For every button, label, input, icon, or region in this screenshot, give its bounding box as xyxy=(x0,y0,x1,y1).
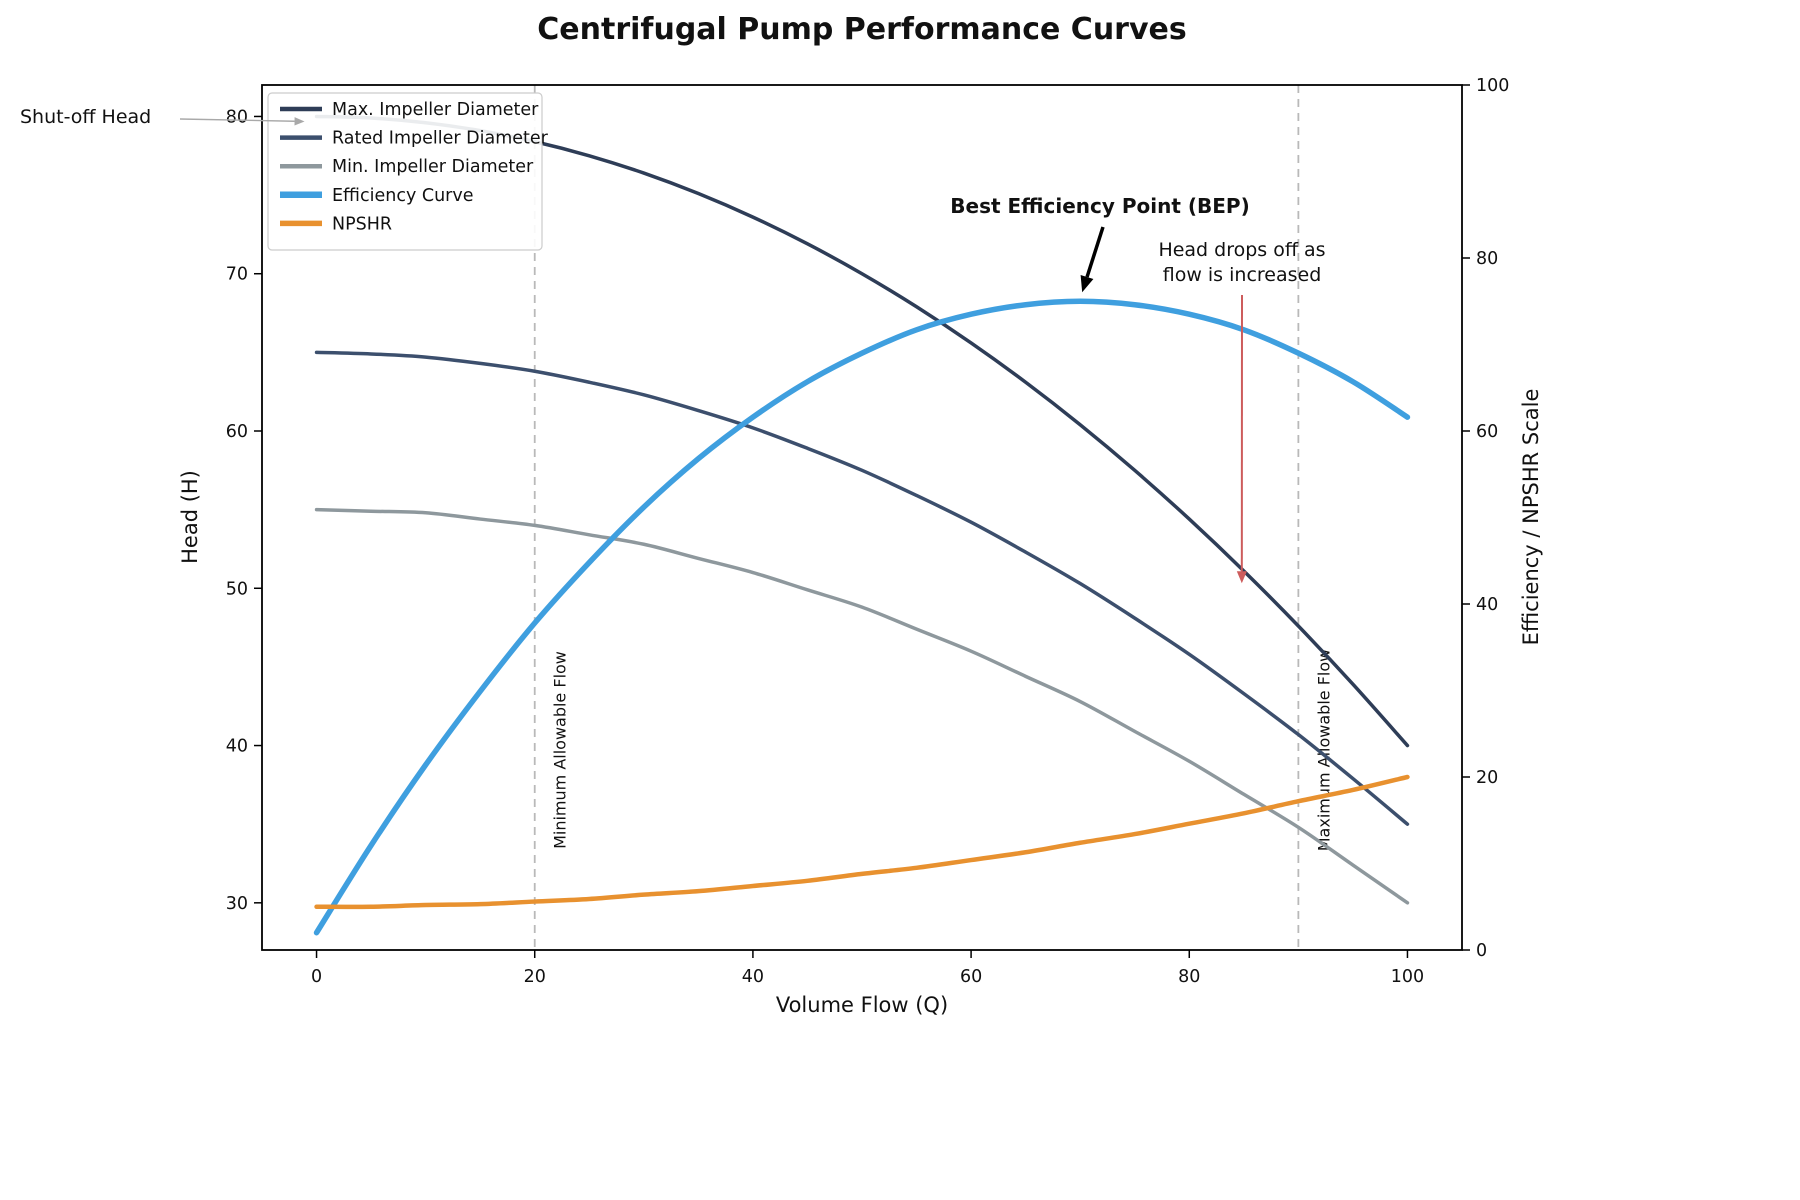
x-tick-label: 40 xyxy=(742,967,764,987)
allowable-flow-label: Minimum Allowable Flow xyxy=(551,651,570,849)
y-left-tick-label: 70 xyxy=(226,265,248,285)
x-tick-label: 60 xyxy=(960,967,982,987)
series-curve-4 xyxy=(314,774,1410,910)
y-left-tick-label: 40 xyxy=(226,737,248,757)
y-left-tick-label: 60 xyxy=(226,422,248,442)
bep-arrow-shaft xyxy=(1085,226,1105,278)
series-curve-3 xyxy=(313,298,1411,936)
legend-box xyxy=(267,92,543,251)
y-right-tick-label: 0 xyxy=(1476,941,1487,961)
x-tick-label: 100 xyxy=(1391,967,1424,987)
y-right-tick-label: 40 xyxy=(1476,595,1498,615)
x-tick-label: 80 xyxy=(1178,967,1200,987)
y-right-axis-label: Efficiency / NPSHR Scale xyxy=(1519,389,1543,646)
shutoff-head-label: Shut-off Head xyxy=(20,106,151,128)
y-left-tick-label: 50 xyxy=(226,579,248,599)
legend-label-3: Efficiency Curve xyxy=(332,186,474,206)
chart-title: Centrifugal Pump Performance Curves xyxy=(537,12,1187,47)
legend-label-1: Rated Impeller Diameter xyxy=(332,129,549,149)
series-curve-2 xyxy=(314,507,1410,905)
y-right-tick-label: 80 xyxy=(1476,249,1498,269)
shutoff-head-arrow-shaft xyxy=(179,118,295,122)
x-axis-label: Volume Flow (Q) xyxy=(776,993,948,1017)
plot-border xyxy=(261,84,1463,951)
y-right-tick-label: 100 xyxy=(1476,76,1509,96)
head-drop-label-line2: flow is increased xyxy=(1163,264,1322,286)
y-right-tick-label: 60 xyxy=(1476,422,1498,442)
y-left-tick-label: 80 xyxy=(226,107,248,127)
bep-arrow-head xyxy=(1080,275,1094,293)
head-drop-arrow-head xyxy=(1236,571,1247,584)
x-tick-label: 20 xyxy=(524,967,546,987)
bep-label: Best Efficiency Point (BEP) xyxy=(950,194,1249,218)
y-left-tick-label: 30 xyxy=(226,894,248,914)
legend-label-0: Max. Impeller Diameter xyxy=(332,100,539,120)
y-right-tick-label: 20 xyxy=(1476,768,1498,788)
x-tick-label: 0 xyxy=(311,967,322,987)
shutoff-head-arrow-head xyxy=(294,117,305,126)
allowable-flow-label: Maximum Allowable Flow xyxy=(1314,649,1333,852)
legend-label-4: NPSHR xyxy=(332,214,392,234)
head-drop-label-line1: Head drops off as xyxy=(1158,239,1325,261)
legend-label-2: Min. Impeller Diameter xyxy=(332,157,534,177)
series-curve-1 xyxy=(314,350,1410,826)
y-left-axis-label: Head (H) xyxy=(178,470,202,564)
